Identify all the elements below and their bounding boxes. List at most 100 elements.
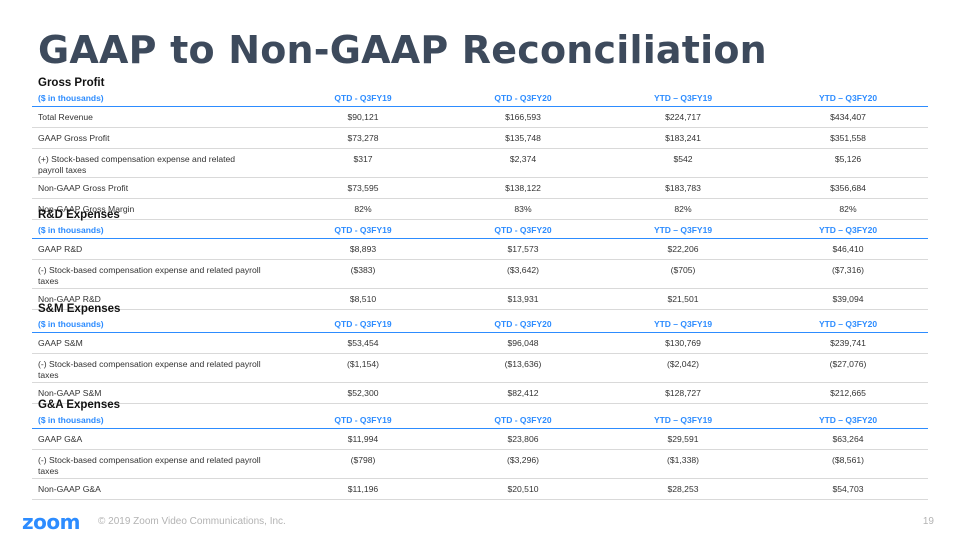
column-header: QTD - Q3FY20 bbox=[448, 90, 598, 107]
column-header: QTD - Q3FY19 bbox=[278, 412, 448, 429]
table-header-row: ($ in thousands) QTD - Q3FY19 QTD - Q3FY… bbox=[32, 222, 928, 239]
column-header: YTD – Q3FY20 bbox=[768, 90, 928, 107]
zoom-logo: zoom bbox=[22, 510, 80, 534]
reconciliation-table: ($ in thousands) QTD - Q3FY19 QTD - Q3FY… bbox=[32, 316, 928, 404]
units-header: ($ in thousands) bbox=[32, 222, 278, 239]
table-row: (+) Stock-based compensation expense and… bbox=[32, 148, 928, 178]
column-header: YTD – Q3FY19 bbox=[598, 412, 768, 429]
row-value: ($2,042) bbox=[666, 359, 699, 369]
table-row: Non-GAAP S&M $52,300 $82,412 $128,727 $2… bbox=[32, 382, 928, 404]
row-value: ($1,154) bbox=[346, 359, 379, 369]
row-value: ($3,642) bbox=[506, 265, 539, 275]
row-label: Total Revenue bbox=[38, 112, 93, 122]
row-label: GAAP R&D bbox=[38, 244, 83, 254]
row-value: 82% bbox=[839, 204, 857, 214]
row-value: $52,300 bbox=[347, 388, 379, 398]
reconciliation-table: ($ in thousands) QTD - Q3FY19 QTD - Q3FY… bbox=[32, 222, 928, 310]
row-value: $21,501 bbox=[667, 294, 699, 304]
page-number: 19 bbox=[922, 516, 934, 527]
row-label: (-) Stock-based compensation expense and… bbox=[38, 359, 261, 380]
table-row: GAAP Gross Profit $73,278 $135,748 $183,… bbox=[32, 127, 928, 149]
row-label: Non-GAAP Gross Profit bbox=[38, 183, 129, 193]
row-value: $11,994 bbox=[347, 434, 379, 444]
row-label: (-) Stock-based compensation expense and… bbox=[38, 265, 261, 286]
row-value: $96,048 bbox=[507, 338, 539, 348]
column-header: QTD - Q3FY20 bbox=[448, 316, 598, 333]
row-value: $82,412 bbox=[507, 388, 539, 398]
row-value: ($705) bbox=[670, 265, 696, 275]
reconciliation-table: ($ in thousands) QTD - Q3FY19 QTD - Q3FY… bbox=[32, 412, 928, 500]
row-label: GAAP S&M bbox=[38, 338, 83, 348]
column-header: QTD - Q3FY19 bbox=[278, 316, 448, 333]
table-row: (-) Stock-based compensation expense and… bbox=[32, 353, 928, 383]
column-header: YTD – Q3FY19 bbox=[598, 316, 768, 333]
row-value: $73,595 bbox=[347, 183, 379, 193]
row-value: $8,893 bbox=[349, 244, 377, 254]
row-value: ($3,296) bbox=[506, 455, 539, 465]
row-value: 83% bbox=[514, 204, 532, 214]
section-title: R&D Expenses bbox=[38, 209, 120, 221]
table-row: Total Revenue $90,121 $166,593 $224,717 … bbox=[32, 106, 928, 128]
row-value: $13,931 bbox=[507, 294, 539, 304]
column-header: YTD – Q3FY19 bbox=[598, 90, 768, 107]
row-label: (-) Stock-based compensation expense and… bbox=[38, 455, 261, 476]
table-row: Non-GAAP G&A $11,196 $20,510 $28,253 $54… bbox=[32, 478, 928, 500]
row-value: $166,593 bbox=[505, 112, 541, 122]
reconciliation-table: ($ in thousands) QTD - Q3FY19 QTD - Q3FY… bbox=[32, 90, 928, 220]
row-value: 82% bbox=[674, 204, 692, 214]
table-row: Non-GAAP Gross Profit $73,595 $138,122 $… bbox=[32, 177, 928, 199]
column-header: YTD – Q3FY19 bbox=[598, 222, 768, 239]
row-value: $356,684 bbox=[830, 183, 866, 193]
section-rd-expenses: R&D Expenses ($ in thousands) QTD - Q3FY… bbox=[32, 209, 928, 310]
row-value: ($798) bbox=[350, 455, 376, 465]
column-header: YTD – Q3FY20 bbox=[768, 222, 928, 239]
units-header: ($ in thousands) bbox=[32, 90, 278, 107]
table-row: Non-GAAP R&D $8,510 $13,931 $21,501 $39,… bbox=[32, 288, 928, 310]
section-title: Gross Profit bbox=[38, 77, 105, 89]
row-value: $239,741 bbox=[830, 338, 866, 348]
row-value: $90,121 bbox=[347, 112, 379, 122]
section-ga-expenses: G&A Expenses ($ in thousands) QTD - Q3FY… bbox=[32, 399, 928, 500]
row-value: $46,410 bbox=[832, 244, 864, 254]
row-value: $29,591 bbox=[667, 434, 699, 444]
row-value: $17,573 bbox=[507, 244, 539, 254]
section-sm-expenses: S&M Expenses ($ in thousands) QTD - Q3FY… bbox=[32, 303, 928, 404]
table-row: (-) Stock-based compensation expense and… bbox=[32, 259, 928, 289]
row-value: $5,126 bbox=[834, 154, 862, 164]
row-label: Non-GAAP Gross Margin bbox=[38, 204, 135, 214]
row-value: $317 bbox=[353, 154, 373, 164]
column-header: QTD - Q3FY20 bbox=[448, 412, 598, 429]
slide-title: GAAP to Non-GAAP Reconciliation bbox=[38, 28, 767, 72]
column-header: YTD – Q3FY20 bbox=[768, 316, 928, 333]
row-value: $138,122 bbox=[505, 183, 541, 193]
row-value: $212,665 bbox=[830, 388, 866, 398]
row-value: $20,510 bbox=[507, 484, 539, 494]
row-value: ($8,561) bbox=[831, 455, 864, 465]
row-value: $183,241 bbox=[665, 133, 701, 143]
row-value: ($27,076) bbox=[829, 359, 867, 369]
row-value: $63,264 bbox=[832, 434, 864, 444]
table-header-row: ($ in thousands) QTD - Q3FY19 QTD - Q3FY… bbox=[32, 316, 928, 333]
row-value: $351,558 bbox=[830, 133, 866, 143]
column-header: QTD - Q3FY20 bbox=[448, 222, 598, 239]
row-label: (+) Stock-based compensation expense and… bbox=[38, 154, 236, 175]
row-value: ($383) bbox=[350, 265, 376, 275]
row-label: GAAP Gross Profit bbox=[38, 133, 110, 143]
row-value: $224,717 bbox=[665, 112, 701, 122]
table-row: (-) Stock-based compensation expense and… bbox=[32, 449, 928, 479]
row-value: $542 bbox=[673, 154, 693, 164]
row-value: $8,510 bbox=[349, 294, 377, 304]
row-value: $2,374 bbox=[509, 154, 537, 164]
row-value: $130,769 bbox=[665, 338, 701, 348]
section-title: G&A Expenses bbox=[38, 399, 121, 411]
section-gross-profit: Gross Profit ($ in thousands) QTD - Q3FY… bbox=[32, 77, 928, 220]
row-value: $183,783 bbox=[665, 183, 701, 193]
units-header: ($ in thousands) bbox=[32, 316, 278, 333]
row-value: ($13,636) bbox=[504, 359, 542, 369]
section-title: S&M Expenses bbox=[38, 303, 121, 315]
row-value: $22,206 bbox=[667, 244, 699, 254]
row-value: $434,407 bbox=[830, 112, 866, 122]
row-value: $39,094 bbox=[832, 294, 864, 304]
column-header: QTD - Q3FY19 bbox=[278, 90, 448, 107]
units-header: ($ in thousands) bbox=[32, 412, 278, 429]
